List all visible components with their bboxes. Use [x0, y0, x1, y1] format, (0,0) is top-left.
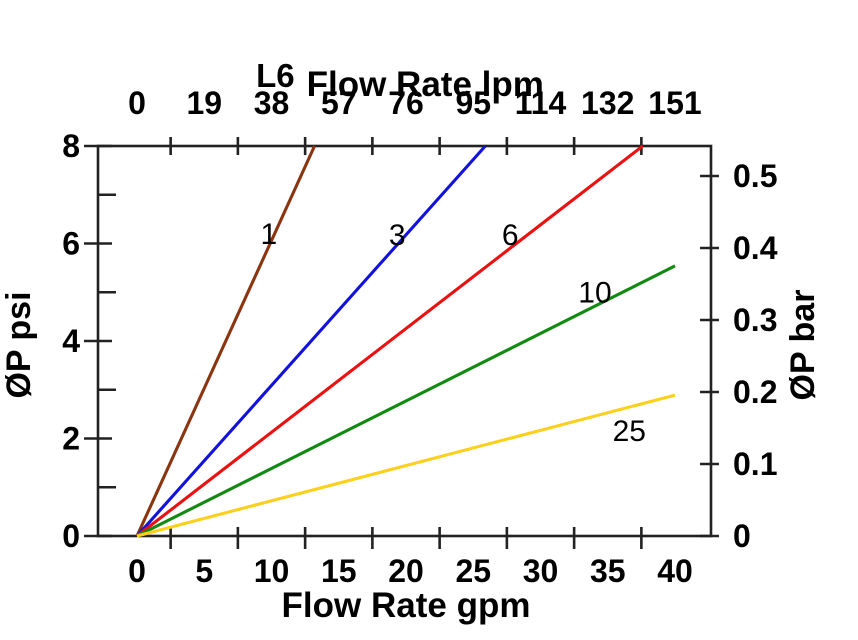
series-line-6 — [136, 144, 644, 538]
bottom-tick-label: 0 — [128, 553, 146, 589]
top-tick-label: 76 — [388, 85, 424, 121]
bottom-tick-label: 5 — [195, 553, 213, 589]
top-axis-title: Flow Rate lpm — [307, 65, 544, 104]
bottom-axis-tick-labels: 0 5 10 15 20 25 30 35 40 — [128, 553, 693, 589]
bottom-tick-label: 30 — [523, 553, 559, 589]
right-tick-label: 0.2 — [733, 374, 777, 410]
left-axis-title: ØP psi — [0, 291, 38, 398]
series-line-10 — [136, 264, 676, 538]
chart-title: L6 Flow Rate lpm — [256, 57, 544, 104]
right-tick-label: 0.5 — [733, 158, 777, 194]
top-tick-label: 38 — [254, 85, 290, 121]
top-tick-label: 132 — [581, 85, 634, 121]
series-value-labels: 1 3 6 10 25 — [260, 218, 645, 448]
bottom-tick-label: 10 — [254, 553, 290, 589]
left-tick-label: 6 — [62, 226, 80, 262]
top-tick-label: 151 — [648, 85, 701, 121]
top-tick-label: 0 — [128, 85, 146, 121]
bottom-tick-label: 25 — [455, 553, 491, 589]
right-tick-label: 0 — [733, 518, 751, 554]
right-tick-label: 0.3 — [733, 302, 777, 338]
top-tick-label: 114 — [515, 85, 567, 121]
axes-frame — [96, 144, 713, 538]
right-tick-label: 0.4 — [733, 230, 778, 266]
series-lines — [135, 144, 676, 538]
bottom-tick-label: 20 — [388, 553, 424, 589]
bottom-tick-label: 40 — [657, 553, 693, 589]
left-tick-label: 0 — [62, 518, 80, 554]
bottom-tick-label: 15 — [321, 553, 357, 589]
bottom-tick-label: 35 — [590, 553, 626, 589]
series-line-3 — [135, 144, 487, 538]
top-tick-label: 57 — [321, 85, 357, 121]
series-line-1 — [135, 145, 316, 537]
top-tick-label: 19 — [186, 85, 222, 121]
top-tick-label: 95 — [455, 85, 491, 121]
chart-title-model: L6 — [256, 57, 295, 94]
right-axis-tick-labels: 0 0.1 0.2 0.3 0.4 0.5 — [733, 158, 778, 554]
series-label-10: 10 — [578, 276, 611, 309]
left-tick-label: 8 — [62, 128, 80, 164]
right-axis-title: ØP bar — [784, 290, 822, 401]
top-axis-tick-labels: 0 19 38 57 76 95 114 132 151 — [128, 85, 702, 121]
series-label-6: 6 — [502, 219, 519, 252]
right-tick-label: 0.1 — [733, 446, 777, 482]
series-label-3: 3 — [389, 219, 406, 252]
series-label-1: 1 — [260, 218, 277, 251]
series-line-25 — [136, 393, 676, 538]
series-label-25: 25 — [613, 415, 646, 448]
left-tick-label: 4 — [62, 323, 80, 359]
plot-frame — [96, 144, 713, 538]
left-tick-label: 2 — [62, 421, 80, 457]
bottom-axis-title: Flow Rate gpm — [282, 586, 531, 625]
left-axis-tick-labels: 0 2 4 6 8 — [62, 128, 80, 554]
